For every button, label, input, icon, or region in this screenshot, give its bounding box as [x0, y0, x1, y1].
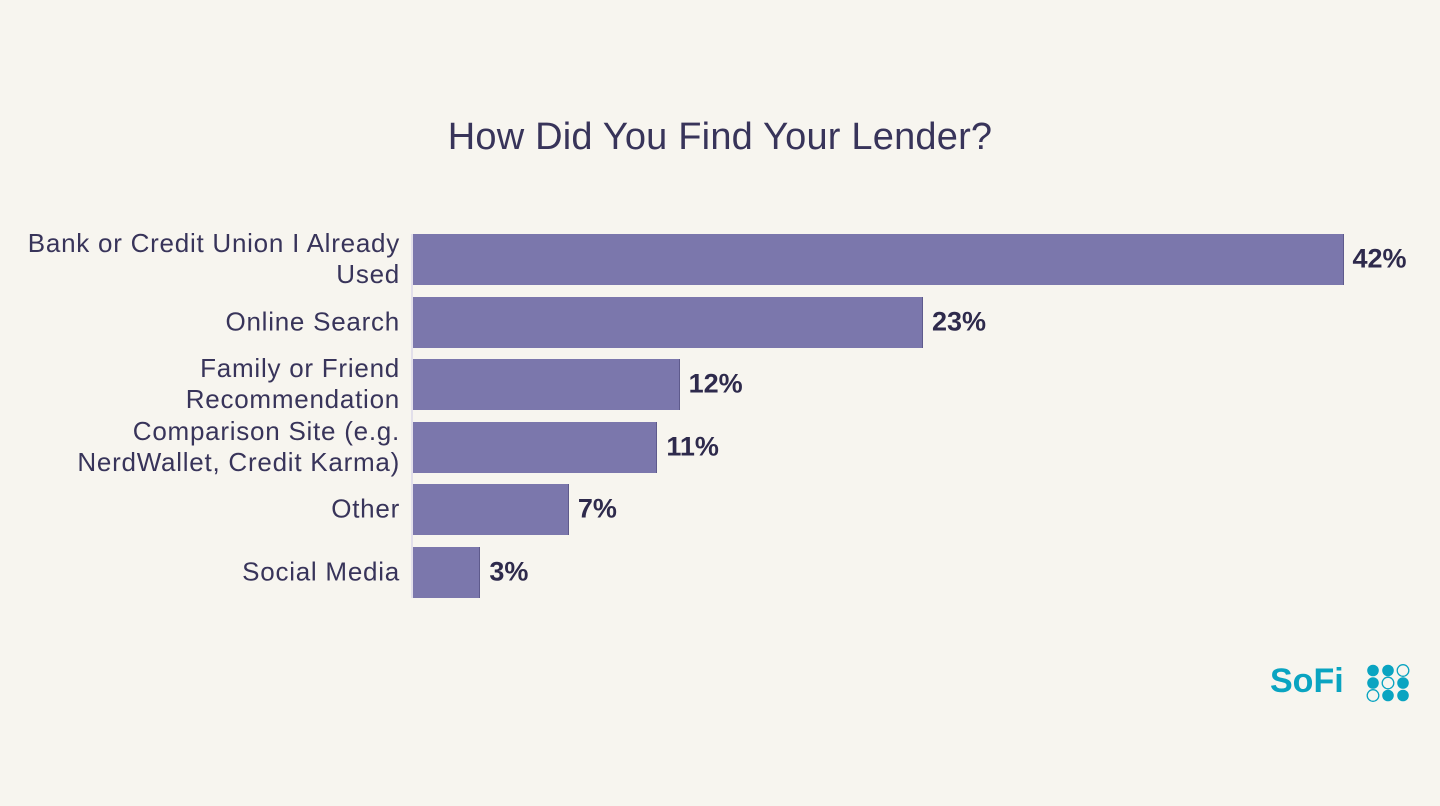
svg-text:SoFi: SoFi [1270, 662, 1344, 700]
